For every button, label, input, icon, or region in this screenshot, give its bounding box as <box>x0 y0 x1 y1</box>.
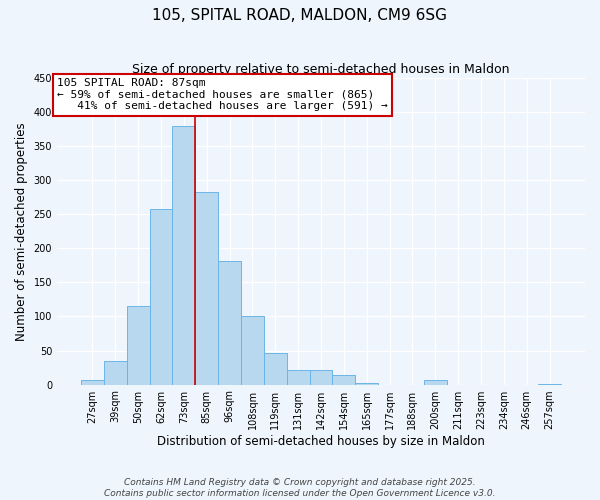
Title: Size of property relative to semi-detached houses in Maldon: Size of property relative to semi-detach… <box>132 62 510 76</box>
Text: 105, SPITAL ROAD, MALDON, CM9 6SG: 105, SPITAL ROAD, MALDON, CM9 6SG <box>152 8 448 22</box>
Bar <box>287 370 310 384</box>
Bar <box>310 370 332 384</box>
Bar <box>355 382 378 384</box>
Bar <box>172 126 196 384</box>
Bar <box>218 260 241 384</box>
Bar <box>81 380 104 384</box>
Bar <box>332 375 355 384</box>
Bar <box>241 316 264 384</box>
Bar <box>104 360 127 384</box>
Bar <box>424 380 447 384</box>
Text: Contains HM Land Registry data © Crown copyright and database right 2025.
Contai: Contains HM Land Registry data © Crown c… <box>104 478 496 498</box>
Bar <box>149 209 172 384</box>
Bar <box>127 306 149 384</box>
Bar <box>264 352 287 384</box>
Y-axis label: Number of semi-detached properties: Number of semi-detached properties <box>15 122 28 340</box>
X-axis label: Distribution of semi-detached houses by size in Maldon: Distribution of semi-detached houses by … <box>157 434 485 448</box>
Bar <box>196 192 218 384</box>
Text: 105 SPITAL ROAD: 87sqm
← 59% of semi-detached houses are smaller (865)
   41% of: 105 SPITAL ROAD: 87sqm ← 59% of semi-det… <box>57 78 388 112</box>
